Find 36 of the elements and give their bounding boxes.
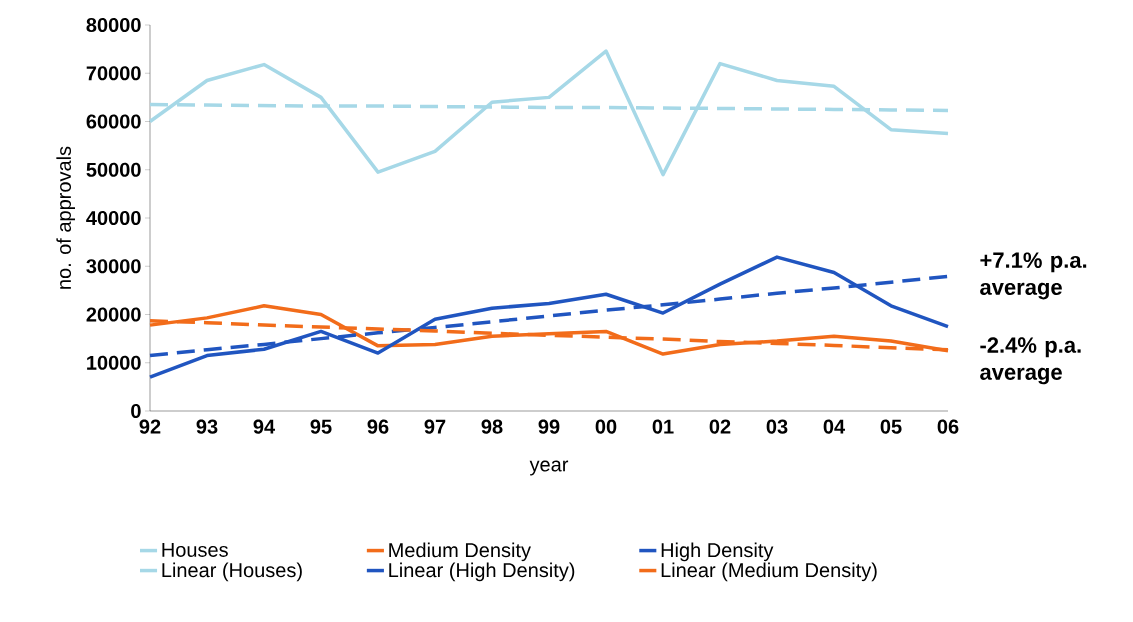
y-tick-label: 80000 (86, 17, 141, 33)
x-tick-label: 94 (253, 419, 276, 434)
legend-label: Linear (High Density) (389, 562, 575, 582)
line-series (148, 255, 950, 379)
text: -2.4% p.a. average (980, 337, 1081, 385)
legend-label: Houses (162, 542, 228, 557)
x-tick-label: 02 (709, 419, 731, 434)
legend-label: Linear (Medium Density) (661, 562, 877, 582)
y-tick-label: 70000 (86, 66, 141, 81)
y-tick-label: 60000 (86, 114, 141, 129)
x-tick-label: 98 (481, 419, 503, 434)
x-tick-label: 03 (766, 419, 788, 434)
x-tick-label: 01 (652, 419, 674, 434)
y-tick-label: 0 (131, 403, 141, 419)
x-tick-label: 05 (880, 419, 902, 434)
y-tick-label: 50000 (86, 162, 141, 177)
x-tick-label: 96 (367, 419, 389, 434)
y-axis-title: no. of approvals (56, 146, 75, 289)
x-tick-label: 06 (937, 419, 959, 434)
x-axis-title: year (529, 460, 569, 476)
x-tick-label: 99 (538, 419, 560, 434)
y-tick-label: 20000 (86, 307, 141, 322)
y-tick-label: 40000 (86, 210, 141, 226)
legend-label: Linear (Houses) (162, 562, 302, 582)
y-tick-label: 10000 (87, 355, 141, 370)
x-tick-label: 92 (139, 419, 161, 434)
x-tick-label: 04 (823, 419, 846, 434)
x-tick-label: 97 (424, 419, 446, 434)
line-series (148, 49, 950, 177)
legend-label: High Density (661, 542, 774, 562)
text: +7.1% p.a. average (980, 252, 1087, 300)
x-tick-label: 93 (196, 419, 218, 434)
y-tick-label: 30000 (86, 259, 141, 274)
legend-label: Medium Density (389, 542, 531, 562)
x-tick-label: 00 (595, 419, 617, 434)
x-tick-label: 95 (310, 419, 332, 434)
